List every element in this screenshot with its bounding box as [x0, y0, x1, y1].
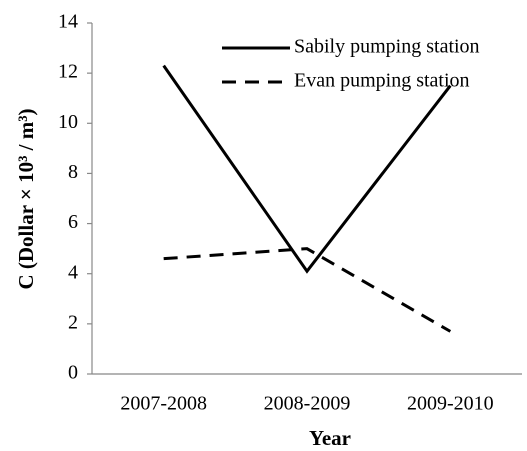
legend-label: Sabily pumping station [294, 36, 480, 58]
y-tick-label: 4 [68, 261, 78, 283]
y-tick-label: 6 [68, 211, 78, 233]
y-tick-label: 8 [68, 161, 78, 183]
y-tick-label: 14 [58, 11, 78, 33]
series-line [162, 64, 452, 274]
y-tick-label: 2 [68, 311, 78, 333]
legend-label: Evan pumping station [294, 70, 470, 92]
x-tick-label: 2009-2010 [407, 393, 494, 415]
x-axis-label: Year [309, 426, 351, 450]
y-tick-label: 0 [68, 362, 78, 384]
y-tick-label: 12 [58, 61, 78, 83]
series-line [163, 247, 452, 333]
y-axis-label: C (Dollar × 10³ / m³) [14, 108, 38, 289]
y-tick-label: 10 [58, 111, 78, 133]
x-tick-label: 2007-2008 [120, 393, 207, 415]
x-tick-label: 2008-2009 [264, 393, 351, 415]
